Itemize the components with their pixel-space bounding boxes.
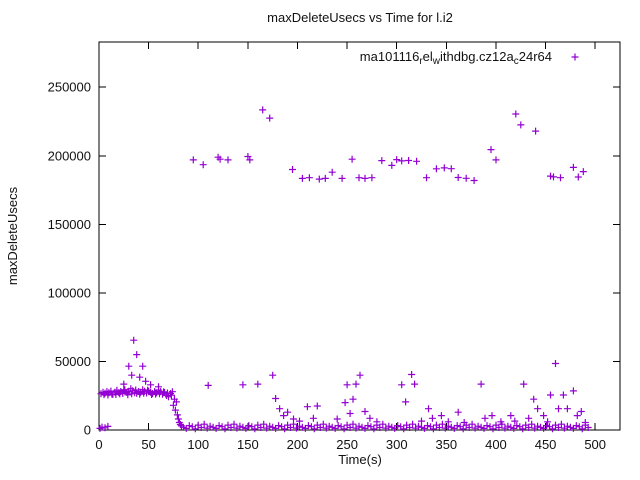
- y-tick-label: 150000: [48, 217, 91, 232]
- y-tick-label: 250000: [48, 80, 91, 95]
- x-tick-label: 450: [535, 437, 557, 452]
- x-tick-label: 400: [485, 437, 507, 452]
- x-axis-label: Time(s): [338, 452, 382, 467]
- x-tick-label: 100: [187, 437, 209, 452]
- x-tick-label: 150: [237, 437, 259, 452]
- legend-label: ma101116relwithdbg.cz12ac24r64: [360, 49, 552, 67]
- x-tick-label: 0: [95, 437, 102, 452]
- x-tick-label: 500: [584, 437, 606, 452]
- y-axis-label: maxDeleteUsecs: [5, 186, 20, 285]
- y-tick-label: 200000: [48, 148, 91, 163]
- chart-title: maxDeleteUsecs vs Time for l.i2: [267, 10, 453, 25]
- y-tick-label: 50000: [55, 354, 91, 369]
- legend-marker: [571, 53, 579, 61]
- y-tick-label: 0: [84, 423, 91, 438]
- x-tick-label: 300: [386, 437, 408, 452]
- plot-area: 0 50 100 150 200 250 300 350 400 450 500 0 50000 1000…: [48, 41, 621, 452]
- plot-border: [98, 41, 621, 431]
- x-tick-label: 200: [287, 437, 309, 452]
- x-tick-label: 250: [336, 437, 358, 452]
- data-points: [96, 106, 592, 433]
- x-tick-label: 50: [141, 437, 155, 452]
- y-tick-label: 100000: [48, 285, 91, 300]
- x-tick-label: 350: [435, 437, 457, 452]
